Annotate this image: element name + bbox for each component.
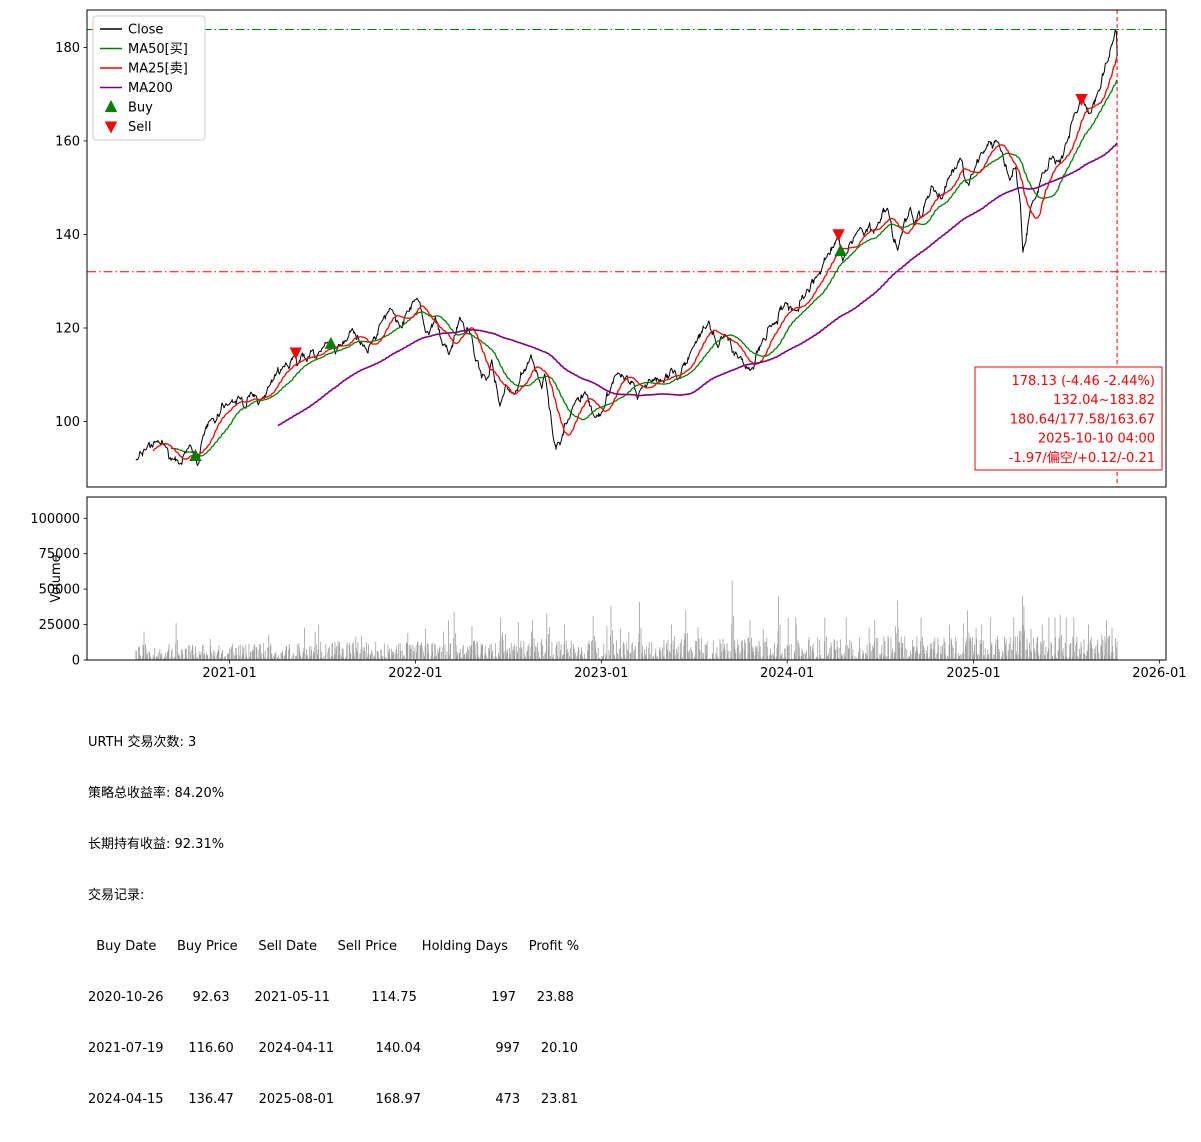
volume-ytick-label: 25000 xyxy=(39,618,80,633)
x-tick-label: 2022-01 xyxy=(388,666,442,681)
figure: 100 120 140 160 180 0 25000 50000 75000 100000 202… xyxy=(30,9,1187,1107)
stats-line-strategy-return: 策略总收益率: 84.20% xyxy=(88,786,225,801)
volume-axis-label: Volume xyxy=(49,554,64,602)
quote-annotation-line: 2025-10-10 04:00 xyxy=(1038,432,1155,447)
stats-line-hold-return: 长期持有收益: 92.31% xyxy=(88,837,225,852)
x-tick-label: 2025-01 xyxy=(946,666,1000,681)
stats-line-trade-count: URTH 交易次数: 3 xyxy=(88,735,197,750)
legend-label: Sell xyxy=(128,120,151,135)
trade-table-header: Buy Date Buy Price Sell Date Sell Price … xyxy=(88,939,580,954)
price-axes-border xyxy=(86,9,1167,488)
price-ytick-label: 140 xyxy=(55,228,80,243)
volume-ytick-label: 0 xyxy=(72,654,80,669)
legend-box xyxy=(92,15,206,141)
quote-annotation-box xyxy=(974,366,1163,471)
legend-label: Buy xyxy=(128,101,153,116)
price-ytick-label: 100 xyxy=(55,415,80,430)
volume-ytick-label: 100000 xyxy=(30,512,80,527)
x-tick-label: 2021-01 xyxy=(202,666,256,681)
volume-axes-border xyxy=(86,496,1167,661)
volume-ytick-label: 50000 xyxy=(39,583,80,598)
volume-plot-background xyxy=(87,497,1166,660)
quote-annotation-line: 178.13 (-4.46 -2.44%) xyxy=(1011,374,1155,389)
legend-label: Close xyxy=(128,23,163,38)
volume-ytick-label: 75000 xyxy=(39,547,80,562)
buy-marker xyxy=(324,336,338,349)
x-tick-label: 2023-01 xyxy=(574,666,628,681)
price-ytick-label: 160 xyxy=(55,134,80,149)
trade-table-row: 2021-07-19 116.60 2024-04-11 140.04 997 … xyxy=(88,1041,579,1056)
buy-marker xyxy=(189,449,202,461)
x-tick-label: 2026-01 xyxy=(1132,666,1186,681)
axis-ticks: 100 120 140 160 180 0 25000 50000 75000 100000 202… xyxy=(30,41,1186,681)
price-ytick-label: 120 xyxy=(55,322,80,337)
close-line xyxy=(135,29,1118,466)
sell-marker xyxy=(1075,93,1088,106)
legend-label: MA50[买] xyxy=(128,42,188,57)
strategy-chart: 100 120 140 160 180 0 25000 50000 75000 100000 202… xyxy=(30,9,1187,681)
trade-table-row: 2024-04-15 136.47 2025-08-01 168.97 473 … xyxy=(88,1092,579,1107)
legend-label: MA25[卖] xyxy=(128,62,188,77)
legend-buy-marker-icon xyxy=(104,100,118,112)
sell-marker xyxy=(832,229,845,242)
trade-table-row: 2020-10-26 92.63 2021-05-11 114.75 197 2… xyxy=(88,990,574,1005)
stats-line-records-title: 交易记录: xyxy=(88,888,145,903)
price-ytick-label: 180 xyxy=(55,41,80,56)
quote-annotation-line: 132.04~183.82 xyxy=(1053,393,1155,408)
sell-marker xyxy=(289,347,302,360)
legend-sell-marker-icon xyxy=(104,121,118,134)
quote-annotation-line: -1.97/偏空/+0.12/-0.21 xyxy=(1009,451,1155,466)
buy-marker xyxy=(834,243,847,256)
ma200-line xyxy=(277,142,1118,427)
ma50-line xyxy=(170,79,1118,457)
ma25-line xyxy=(152,56,1118,460)
quote-annotation-line: 180.64/177.58/163.67 xyxy=(1010,412,1155,427)
x-tick-label: 2024-01 xyxy=(760,666,814,681)
legend-label: MA200 xyxy=(128,81,173,96)
stats-block: URTH 交易次数: 3 策略总收益率: 84.20% 长期持有收益: 92.3… xyxy=(88,700,579,1142)
